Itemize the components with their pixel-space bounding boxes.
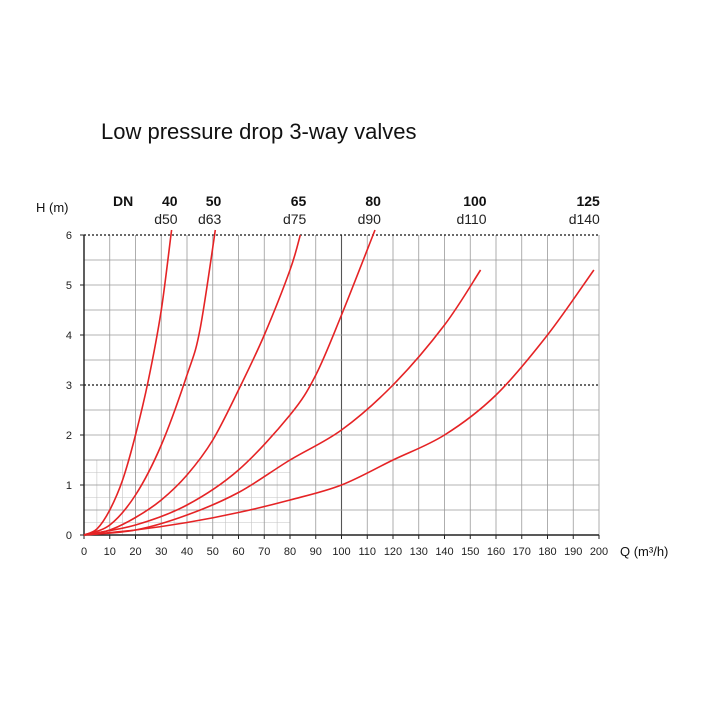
x-tick-label: 10 [104, 546, 116, 558]
x-tick-label: 100 [332, 546, 350, 558]
series-layer [83, 229, 595, 536]
x-tick-label: 120 [384, 546, 402, 558]
series-d-label: d50 [154, 211, 178, 227]
x-tick-label: 60 [232, 546, 244, 558]
y-tick-label: 4 [66, 330, 72, 342]
y-tick-label: 5 [66, 280, 72, 292]
series-d-label: d75 [283, 211, 307, 227]
y-tick-label: 1 [66, 480, 72, 492]
chart-title: Low pressure drop 3-way valves [101, 119, 417, 144]
series-dn-label: 50 [206, 193, 222, 209]
y-tick-label: 0 [66, 530, 72, 542]
x-tick-label: 140 [435, 546, 453, 558]
y-tick-label: 2 [66, 430, 72, 442]
labels-layer: 0 10 20 30 40 50 60 70 80 90 100 110 120 130 140 150 160… [36, 193, 668, 559]
y-axis-title: H (m) [36, 200, 69, 215]
series-d-label: d110 [456, 211, 486, 227]
series-d-label: d63 [198, 211, 222, 227]
x-tick-label: 180 [538, 546, 556, 558]
x-tick-label: 190 [564, 546, 582, 558]
x-tick-label: 50 [207, 546, 219, 558]
x-tick-label: 0 [81, 546, 87, 558]
x-tick-label: 150 [461, 546, 479, 558]
series-curve-80 [83, 229, 376, 536]
x-tick-label: 80 [284, 546, 296, 558]
x-tick-label: 130 [410, 546, 428, 558]
series-dn-label: 80 [365, 193, 381, 209]
x-tick-label: 70 [258, 546, 270, 558]
x-tick-label: 40 [181, 546, 193, 558]
series-dn-label: 65 [291, 193, 307, 209]
y-tick-label: 6 [66, 230, 72, 242]
y-tick-label: 3 [66, 380, 72, 392]
x-tick-label: 110 [358, 546, 376, 558]
x-axis-title: Q (m³/h) [620, 544, 668, 559]
major-grid [80, 234, 600, 539]
x-tick-label: 170 [513, 546, 531, 558]
x-tick-label: 30 [155, 546, 167, 558]
series-d-label: d90 [358, 211, 382, 227]
x-tick-label: 90 [310, 546, 322, 558]
series-curve-40 [83, 229, 173, 536]
series-curve-50 [83, 229, 217, 536]
series-curve-65 [83, 234, 302, 536]
x-tick-label: 200 [590, 546, 608, 558]
series-dn-label: 100 [463, 193, 487, 209]
series-curve-100 [83, 269, 482, 536]
x-tick-label: 160 [487, 546, 505, 558]
series-dn-label: 125 [576, 193, 600, 209]
series-d-label: d140 [569, 211, 600, 227]
dn-header-label: DN [113, 193, 133, 209]
x-tick-label: 20 [129, 546, 141, 558]
series-curve-125 [83, 269, 595, 536]
series-dn-label: 40 [162, 193, 178, 209]
